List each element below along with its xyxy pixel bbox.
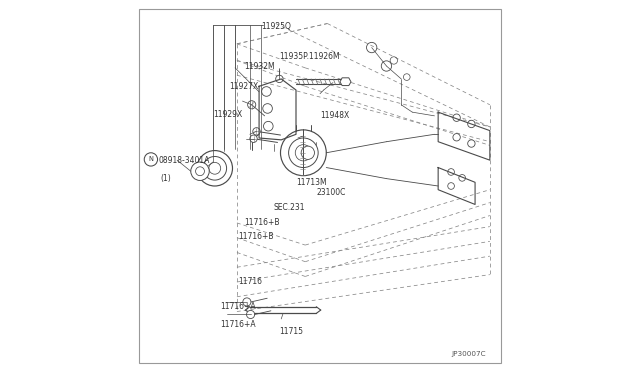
Circle shape (295, 145, 312, 161)
Circle shape (209, 162, 221, 174)
Circle shape (280, 130, 326, 176)
Circle shape (246, 310, 255, 318)
Circle shape (264, 121, 273, 131)
Circle shape (144, 153, 157, 166)
Circle shape (289, 138, 318, 167)
Polygon shape (340, 78, 351, 86)
Circle shape (250, 135, 257, 142)
Text: (1): (1) (160, 174, 171, 183)
Circle shape (248, 101, 256, 109)
Circle shape (191, 162, 209, 180)
Circle shape (243, 298, 251, 306)
FancyBboxPatch shape (139, 9, 501, 363)
Circle shape (453, 114, 460, 121)
Text: 11713M: 11713M (296, 178, 327, 187)
Circle shape (263, 104, 273, 113)
Text: 11932M: 11932M (244, 61, 275, 71)
Circle shape (197, 151, 232, 186)
Text: 11716+A: 11716+A (220, 320, 256, 329)
Circle shape (468, 120, 475, 128)
Text: N: N (148, 156, 154, 163)
Text: 08918-3401A: 08918-3401A (158, 155, 210, 165)
Text: SEC.231: SEC.231 (274, 203, 305, 212)
Circle shape (448, 183, 454, 189)
Circle shape (448, 169, 454, 175)
Circle shape (196, 167, 204, 176)
Text: 11925Q: 11925Q (261, 22, 291, 31)
Text: 11927X: 11927X (230, 82, 259, 91)
Circle shape (468, 140, 475, 147)
Circle shape (253, 128, 260, 135)
Text: JP30007C: JP30007C (452, 350, 486, 357)
Circle shape (262, 87, 271, 96)
Text: 11716: 11716 (238, 278, 262, 286)
Text: 23100C: 23100C (316, 188, 346, 197)
Circle shape (453, 134, 460, 141)
Text: 11716+B: 11716+B (244, 218, 280, 227)
Text: 11935P.11926M: 11935P.11926M (280, 52, 340, 61)
Text: 11715: 11715 (280, 327, 303, 336)
Text: 11948X: 11948X (320, 111, 349, 121)
Circle shape (203, 157, 227, 180)
Text: 11716+B: 11716+B (238, 232, 273, 241)
Circle shape (459, 174, 465, 181)
Text: 11929X: 11929X (213, 109, 242, 119)
Circle shape (276, 75, 283, 83)
Circle shape (301, 146, 314, 160)
Text: 11716+A: 11716+A (220, 302, 256, 311)
